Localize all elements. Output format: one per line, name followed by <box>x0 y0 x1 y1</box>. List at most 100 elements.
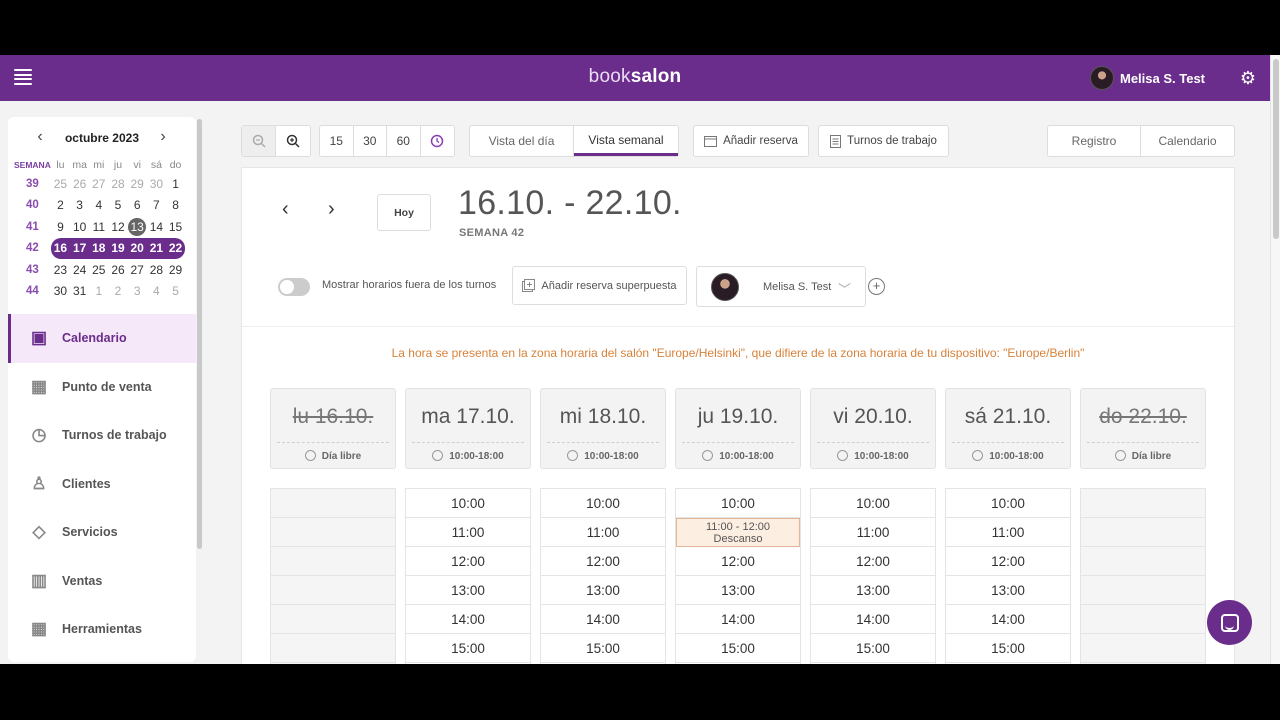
zoom-out-icon[interactable] <box>242 126 276 156</box>
mini-calendar-day[interactable]: 12 <box>111 219 125 234</box>
mini-calendar-day[interactable]: 26 <box>111 262 125 277</box>
tab-day-view[interactable]: Vista del día <box>470 126 574 156</box>
tab-register[interactable]: Registro <box>1048 126 1141 156</box>
interval-60-button[interactable]: 60 <box>387 126 421 156</box>
user-menu[interactable]: Melisa S. Test <box>1090 66 1205 90</box>
week-number[interactable]: 40 <box>26 199 39 212</box>
hamburger-menu-icon[interactable] <box>14 69 32 85</box>
mini-calendar-day[interactable]: 13 <box>128 216 147 238</box>
mini-calendar-day[interactable]: 18 <box>89 237 109 259</box>
sidebar-item-turnos-de-trabajo[interactable]: ◷ Turnos de trabajo <box>8 411 196 460</box>
time-slot[interactable]: 13:00 <box>811 576 935 605</box>
sidebar-scrollbar[interactable] <box>196 117 204 662</box>
sidebar-item-herramientas[interactable]: ▦ Herramientas <box>8 605 196 654</box>
day-header-card[interactable]: ma 17.10. 10:00-18:00 <box>405 388 531 469</box>
day-header-card[interactable]: ju 19.10. 10:00-18:00 <box>675 388 801 469</box>
interval-30-button[interactable]: 30 <box>354 126 387 156</box>
mini-calendar-day[interactable]: 29 <box>168 262 183 277</box>
sidebar-item-calendario[interactable]: ▣ Calendario <box>8 314 196 363</box>
mini-calendar-day[interactable]: 4 <box>95 198 103 213</box>
mini-calendar-day[interactable]: 6 <box>133 198 141 213</box>
week-number[interactable]: 39 <box>26 177 39 190</box>
chevron-right-icon[interactable]: › <box>160 128 166 145</box>
time-slot[interactable]: 14:00 <box>676 605 800 634</box>
mini-calendar-day[interactable]: 30 <box>53 284 68 299</box>
time-slot[interactable]: 12:00 <box>811 547 935 576</box>
time-slot[interactable]: 14:00 <box>406 605 530 634</box>
time-slot[interactable]: 13:00 <box>406 576 530 605</box>
mini-calendar-day[interactable]: 21 <box>146 237 166 259</box>
time-slot[interactable]: 15:00 <box>541 634 665 663</box>
week-number[interactable]: 42 <box>26 242 39 255</box>
time-slot[interactable]: 10:00 <box>811 489 935 518</box>
mini-calendar-day[interactable]: 17 <box>70 237 90 259</box>
mini-calendar-day[interactable]: 1 <box>172 176 179 191</box>
week-number[interactable]: 41 <box>26 220 39 233</box>
day-header-card[interactable]: mi 18.10. 10:00-18:00 <box>540 388 666 469</box>
mini-calendar-day[interactable]: 4 <box>153 284 160 299</box>
mini-calendar-day[interactable]: 15 <box>168 219 183 234</box>
mini-calendar-day[interactable]: 5 <box>114 198 122 213</box>
mini-calendar-day[interactable]: 29 <box>130 176 144 191</box>
time-slot[interactable]: 14:00 <box>541 605 665 634</box>
mini-calendar-day[interactable]: 2 <box>114 284 122 299</box>
mini-calendar-day[interactable]: 22 <box>165 237 186 259</box>
add-staff-icon[interactable]: + <box>868 278 885 295</box>
tab-week-view[interactable]: Vista semanal <box>574 126 678 156</box>
day-header-card[interactable]: do 22.10. Día libre <box>1080 388 1206 469</box>
time-slot[interactable]: 12:00 <box>676 547 800 576</box>
time-slot[interactable]: 10:00 <box>676 489 800 518</box>
sidebar-item-servicios[interactable]: ◇ Servicios <box>8 508 196 557</box>
mini-calendar-day[interactable]: 8 <box>172 198 179 213</box>
time-slot[interactable]: 12:00 <box>406 547 530 576</box>
mini-calendar-day[interactable]: 10 <box>72 219 87 234</box>
mini-calendar-day[interactable]: 5 <box>172 284 179 299</box>
day-header-card[interactable]: sá 21.10. 10:00-18:00 <box>945 388 1071 469</box>
work-shifts-button[interactable]: Turnos de trabajo <box>818 125 949 157</box>
time-slot[interactable]: 13:00 <box>541 576 665 605</box>
add-reservation-button[interactable]: Añadir reserva <box>693 125 809 157</box>
show-outside-hours-toggle[interactable] <box>278 278 310 296</box>
sidebar-item-punto-de-venta[interactable]: ▦ Punto de venta <box>8 363 196 412</box>
mini-calendar-day[interactable]: 14 <box>149 219 164 234</box>
sidebar-item-ventas[interactable]: ▥ Ventas <box>8 557 196 606</box>
zoom-in-icon[interactable] <box>276 126 310 156</box>
tab-calendar[interactable]: Calendario <box>1158 134 1217 148</box>
next-week-icon[interactable]: › <box>328 198 335 220</box>
time-slot[interactable]: 14:00 <box>811 605 935 634</box>
interval-15-button[interactable]: 15 <box>320 126 354 156</box>
time-slot[interactable]: 12:00 <box>946 547 1070 576</box>
page-scrollbar[interactable] <box>1270 55 1280 664</box>
mini-calendar-day[interactable]: 3 <box>76 198 83 213</box>
time-slot[interactable]: 10:00 <box>541 489 665 518</box>
time-slot[interactable]: 15:00 <box>406 634 530 663</box>
mini-calendar-day[interactable]: 20 <box>127 237 147 259</box>
time-slot[interactable]: 11:00 <box>406 518 530 547</box>
gear-icon[interactable]: ⚙ <box>1239 68 1257 88</box>
time-slot[interactable]: 15:00 <box>811 634 935 663</box>
time-slot[interactable]: 15:00 <box>676 634 800 663</box>
mini-calendar-day[interactable]: 24 <box>72 262 87 277</box>
mini-calendar-day[interactable]: 28 <box>111 176 125 191</box>
mini-calendar-day[interactable]: 25 <box>53 176 68 191</box>
chat-icon[interactable] <box>1207 600 1252 645</box>
mini-calendar-day[interactable]: 25 <box>92 262 106 277</box>
time-slot[interactable]: 11:00 <box>811 518 935 547</box>
week-number[interactable]: 44 <box>26 285 39 298</box>
chevron-left-icon[interactable]: ‹ <box>37 128 43 145</box>
time-slot[interactable]: 13:00 <box>946 576 1070 605</box>
mini-calendar-day[interactable]: 1 <box>95 284 103 299</box>
time-slot[interactable]: 12:00 <box>541 547 665 576</box>
mini-calendar-day[interactable]: 19 <box>108 237 128 259</box>
time-slot[interactable]: 10:00 <box>946 489 1070 518</box>
time-slot[interactable]: 15:00 <box>946 634 1070 663</box>
staff-selector[interactable]: Melisa S. Test ﹀ <box>696 266 866 307</box>
clock-icon[interactable] <box>421 126 454 156</box>
mini-calendar-day[interactable]: 26 <box>72 176 87 191</box>
add-overlapping-reservation-button[interactable]: Añadir reserva superpuesta <box>512 266 687 305</box>
day-header-card[interactable]: lu 16.10. Día libre <box>270 388 396 469</box>
mini-calendar-day[interactable]: 9 <box>57 219 64 234</box>
mini-calendar-day[interactable]: 31 <box>72 284 87 299</box>
previous-week-icon[interactable]: ‹ <box>282 198 289 220</box>
break-block[interactable]: 11:00 - 12:00 Descanso <box>676 518 800 547</box>
